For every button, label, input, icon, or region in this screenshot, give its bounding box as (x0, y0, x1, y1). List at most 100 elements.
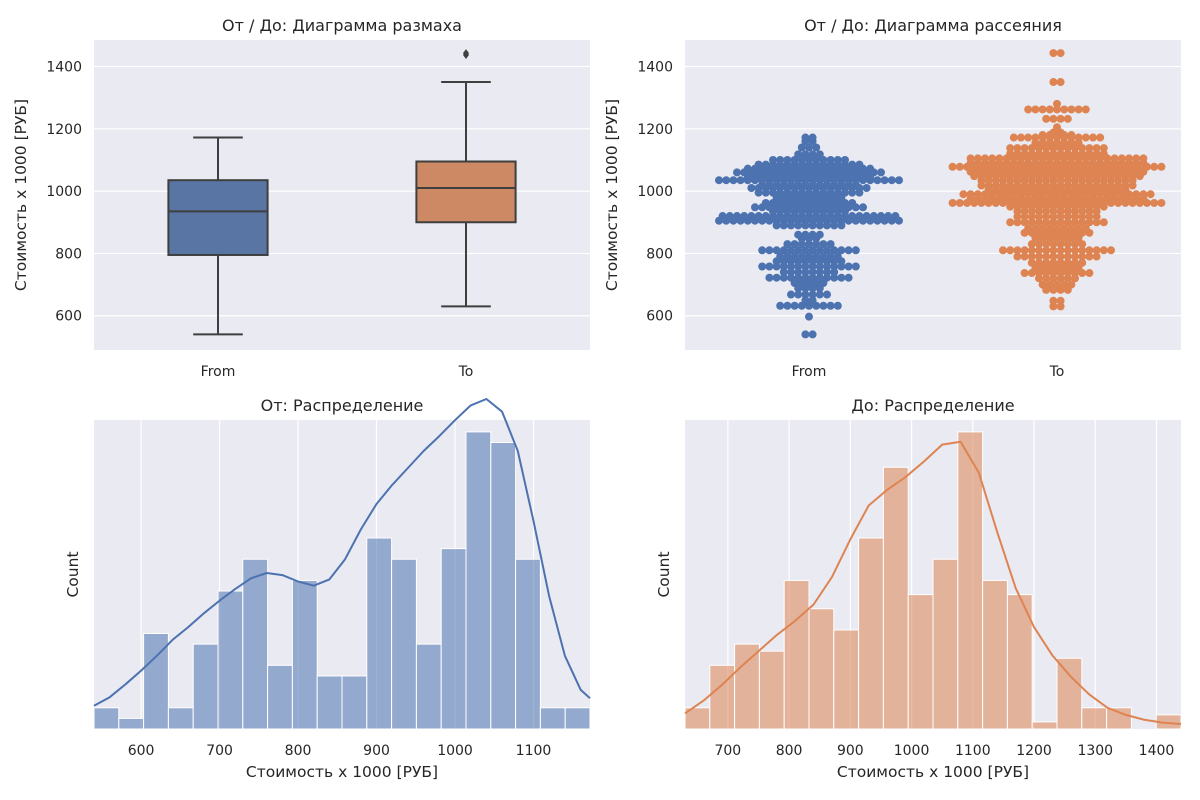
to-point (1063, 252, 1072, 261)
to-point (1013, 144, 1022, 153)
y-tick-label: 1000 (46, 184, 82, 200)
to-point (1013, 252, 1022, 261)
from-point (797, 143, 806, 152)
from-point (830, 273, 839, 282)
y-tick-label: 600 (55, 309, 82, 325)
to-point (1085, 269, 1094, 278)
to-point (1060, 280, 1069, 289)
to-point (1099, 218, 1108, 227)
from-point (783, 301, 792, 310)
to-point (1020, 218, 1029, 227)
from-point (751, 203, 759, 212)
to-point (1099, 144, 1108, 153)
to-point (1049, 246, 1058, 255)
from-point (815, 290, 824, 299)
x-tick-label: 800 (285, 743, 312, 759)
from-point (754, 160, 763, 169)
from-point (880, 176, 889, 185)
from-point (805, 240, 813, 249)
from-point (747, 183, 756, 192)
from-point (855, 160, 864, 169)
to-point (1078, 246, 1087, 255)
to-point (1038, 105, 1047, 114)
to-point (1020, 269, 1029, 278)
histogram-bar (465, 431, 492, 730)
to-point (1157, 162, 1166, 171)
swarm-plot-marks (715, 49, 1166, 339)
from-point (837, 246, 846, 255)
box-plot-y-axis-label: Стоимость х 1000 [РУБ] (12, 99, 30, 291)
to-point (1063, 240, 1072, 249)
to-point (1092, 218, 1101, 227)
to-point (1150, 162, 1159, 171)
from-point (815, 230, 824, 239)
from-point (848, 198, 857, 207)
to-point (1042, 218, 1051, 227)
to-point (1042, 258, 1051, 267)
from-point (826, 155, 835, 164)
swarm-plot-y-axis-label: Стоимость х 1000 [РУБ] (603, 99, 621, 291)
from-point (844, 262, 853, 271)
from-point (794, 150, 803, 159)
x-tick-label: 700 (714, 743, 741, 759)
to-point (1049, 49, 1058, 58)
to-point (1049, 240, 1058, 249)
to-point (1049, 302, 1058, 311)
to-point (955, 162, 964, 171)
x-tick-label: 1300 (1077, 743, 1113, 759)
to-point (1027, 258, 1036, 267)
swarm-plot-tick-labels: 600 800 1000 1200 1400 From To (637, 59, 1064, 380)
from-point (765, 246, 774, 255)
to-point (1067, 280, 1076, 289)
to-point (1049, 78, 1058, 87)
to-point (1074, 224, 1083, 233)
to-point (1063, 218, 1072, 227)
to-point (1056, 240, 1065, 249)
from-point (826, 252, 835, 261)
from-point (776, 252, 785, 261)
to-point (1017, 133, 1025, 142)
from-point (758, 262, 767, 271)
histogram-bar (391, 558, 417, 730)
x-tick-label: 800 (776, 743, 803, 759)
from-point (815, 268, 824, 277)
histogram-bar (539, 707, 566, 730)
to-point (981, 154, 989, 163)
to-point (1056, 246, 1065, 255)
to-point (1020, 144, 1029, 153)
from-point (819, 240, 828, 249)
to-point (1071, 252, 1079, 261)
to-point (1078, 218, 1087, 227)
to-point (1081, 224, 1090, 233)
to-point (1024, 105, 1033, 114)
to-histogram-x-axis-label: Стоимость х 1000 [РУБ] (837, 763, 1029, 781)
from-point (794, 230, 803, 239)
from-point (783, 252, 792, 261)
from-point (851, 246, 860, 255)
from-point (794, 273, 803, 282)
to-point (1099, 246, 1108, 255)
from-histogram-y-axis-label: Count (64, 551, 82, 597)
from-point (830, 246, 839, 255)
from-point (783, 155, 792, 164)
from-histogram-panel: 600 700 800 900 1000 1100 От: Распределение С… (64, 396, 591, 781)
from-point (812, 252, 821, 261)
x-tick-label: 900 (363, 743, 390, 759)
to-point (1071, 246, 1079, 255)
from-point (862, 212, 871, 221)
kde-line (684, 440, 1182, 725)
x-tick-label: 1100 (516, 743, 552, 759)
to-point (1078, 258, 1087, 267)
x-tick-label: To (458, 364, 474, 380)
to-histogram-panel: 700 800 900 1000 1100 1200 1300 1400 До: Распре… (655, 396, 1182, 781)
histogram-bar (341, 675, 368, 730)
from-point (790, 301, 799, 310)
from-point (808, 150, 817, 159)
kde-line (93, 398, 591, 707)
to-point (1078, 240, 1087, 249)
to-point (1020, 252, 1029, 261)
to-histogram-title: До: Распределение (851, 396, 1014, 415)
to-point (1063, 258, 1072, 267)
to-point (1067, 131, 1076, 140)
from-point (823, 290, 831, 299)
